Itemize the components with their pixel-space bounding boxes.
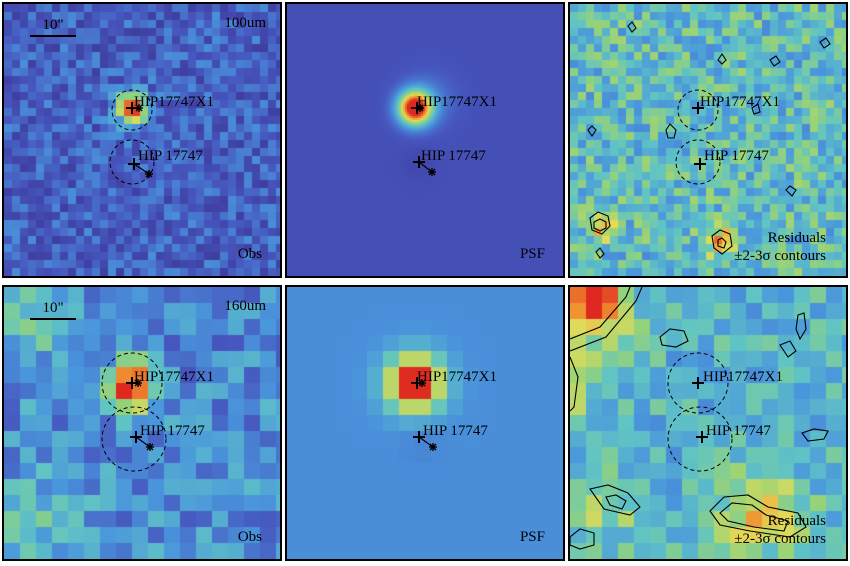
dashed-circle-aperture-icon <box>675 139 721 185</box>
dashed-circle-aperture-icon <box>109 139 155 185</box>
source-label-companion: HIP17747X1 <box>700 94 781 110</box>
asterisk-marker-icon <box>134 379 142 387</box>
panel-100um-residuals: HIP17747X1 HIP 17747 Residuals ±2-3σ con… <box>568 2 848 278</box>
source-label-star: HIP 17747 <box>140 423 205 439</box>
panel-type-label: PSF <box>519 246 545 262</box>
source-label-star: HIP 17747 <box>704 148 769 164</box>
residual-contours <box>587 21 831 259</box>
source-label-companion: HIP17747X1 <box>134 369 215 385</box>
observed-image-100um <box>4 4 280 276</box>
plus-marker-icon <box>692 377 704 389</box>
psf-image-160um <box>287 287 563 559</box>
source-label-star: HIP 17747 <box>423 423 488 439</box>
asterisk-marker-icon <box>416 104 424 112</box>
band-label: 160um <box>224 298 266 314</box>
asterisk-marker-icon <box>135 104 143 112</box>
residual-contours <box>570 287 829 550</box>
asterisk-marker-icon <box>429 443 437 451</box>
overlay-160um-residuals <box>570 287 829 550</box>
dashed-circle-aperture-icon <box>101 406 167 472</box>
band-label: 100um <box>224 15 266 31</box>
panel-type-label: Residuals <box>767 513 826 529</box>
observed-image-160um <box>4 287 280 559</box>
scale-bar: 10" <box>30 18 76 37</box>
residual-image-160um <box>570 287 846 559</box>
panel-type-label: PSF <box>519 529 545 545</box>
dashed-circle-aperture-icon <box>111 89 153 131</box>
asterisk-marker-icon <box>145 170 153 178</box>
contour-legend-label: ±2-3σ contours <box>734 531 826 547</box>
overlay-100um-residuals <box>587 21 831 259</box>
scale-bar: 10" <box>30 301 76 320</box>
asterisk-marker-icon <box>428 168 436 176</box>
overlay-160um-observed <box>101 352 167 472</box>
dashed-circle-aperture-icon <box>667 406 733 472</box>
dashed-circle-aperture-icon <box>677 89 719 131</box>
source-label-companion: HIP17747X1 <box>703 369 784 385</box>
dashed-circle-aperture-icon <box>101 352 163 414</box>
asterisk-marker-icon <box>418 379 426 387</box>
plus-marker-icon <box>694 158 706 170</box>
overlay-160um-psf <box>411 377 437 451</box>
source-label-companion: HIP17747X1 <box>134 94 215 110</box>
psf-image-100um <box>287 4 563 276</box>
panel-160um-observed: 10" 160um HIP17747X1 HIP 17747 Obs <box>2 285 282 561</box>
dashed-circle-aperture-icon <box>667 352 729 414</box>
source-label-star: HIP 17747 <box>138 148 203 164</box>
asterisk-marker-icon <box>146 443 154 451</box>
panel-160um-psf: HIP17747X1 HIP 17747 PSF <box>285 285 565 561</box>
panel-160um-residuals: HIP17747X1 HIP 17747 Residuals ±2-3σ con… <box>568 285 848 561</box>
overlay-100um-psf <box>411 102 436 176</box>
contour-legend-label: ±2-3σ contours <box>734 248 826 264</box>
overlay-100um-observed <box>109 89 155 185</box>
source-label-companion: HIP17747X1 <box>417 94 498 110</box>
panel-100um-observed: 10" 100um HIP17747X1 HIP 17747 Obs <box>2 2 282 278</box>
source-label-star: HIP 17747 <box>421 148 486 164</box>
panel-type-label: Residuals <box>767 230 826 246</box>
plus-marker-icon <box>696 431 708 443</box>
plus-marker-icon <box>692 102 704 114</box>
source-label-companion: HIP17747X1 <box>417 369 498 385</box>
source-label-star: HIP 17747 <box>706 423 771 439</box>
panel-type-label: Obs <box>237 246 262 262</box>
panel-100um-psf: HIP17747X1 HIP 17747 PSF <box>285 2 565 278</box>
panel-type-label: Obs <box>237 529 262 545</box>
residual-image-100um <box>570 4 846 276</box>
